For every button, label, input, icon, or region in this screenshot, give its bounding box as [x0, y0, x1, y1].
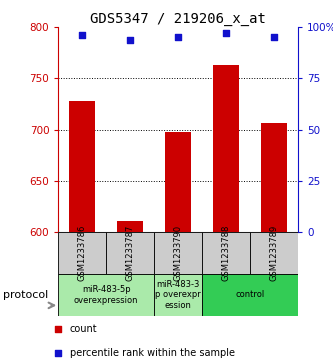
Text: percentile rank within the sample: percentile rank within the sample — [70, 348, 235, 358]
Text: miR-483-3
p overexpr
ession: miR-483-3 p overexpr ession — [155, 280, 201, 310]
Bar — [69, 101, 96, 232]
Text: GSM1233787: GSM1233787 — [126, 225, 135, 281]
Point — [128, 37, 133, 42]
Title: GDS5347 / 219206_x_at: GDS5347 / 219206_x_at — [90, 12, 266, 26]
Bar — [58, 274, 154, 316]
Bar — [202, 274, 298, 316]
Bar — [213, 65, 239, 232]
Bar — [165, 132, 191, 232]
Text: GSM1233789: GSM1233789 — [269, 225, 279, 281]
Text: miR-483-5p
overexpression: miR-483-5p overexpression — [74, 285, 139, 305]
Bar — [202, 232, 250, 274]
Text: GSM1233788: GSM1233788 — [221, 225, 231, 281]
Text: control: control — [235, 290, 265, 299]
Bar — [154, 232, 202, 274]
Bar — [261, 123, 287, 232]
Point — [56, 350, 61, 355]
Bar — [58, 232, 106, 274]
Bar — [250, 232, 298, 274]
Text: GSM1233786: GSM1233786 — [78, 225, 87, 281]
Point — [223, 30, 229, 36]
Point — [80, 33, 85, 38]
Text: count: count — [70, 324, 98, 334]
Point — [175, 34, 181, 40]
Text: GSM1233790: GSM1233790 — [173, 225, 183, 281]
Bar — [117, 221, 144, 232]
Bar — [106, 232, 154, 274]
Point — [56, 326, 61, 332]
Point — [271, 34, 277, 40]
Text: protocol: protocol — [3, 290, 49, 300]
Bar — [154, 274, 202, 316]
